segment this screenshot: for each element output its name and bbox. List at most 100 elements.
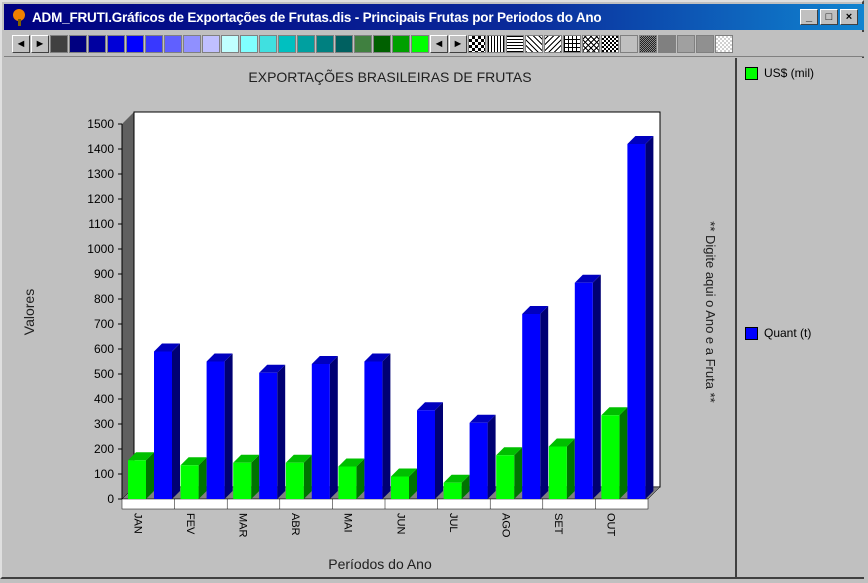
y-tick-label: 200	[94, 442, 114, 456]
x-tick-label: SET	[552, 513, 564, 535]
pattern-swatch-gray2[interactable]	[677, 35, 695, 53]
color-swatch[interactable]	[88, 35, 106, 53]
bar-top-usd	[443, 474, 470, 483]
bar-side-usd	[566, 438, 575, 499]
pattern-scroll-right-button[interactable]: ►	[449, 35, 467, 53]
bar-side-usd	[251, 454, 260, 499]
x-axis-label: Períodos do Ano	[328, 556, 432, 572]
bar-top-quant	[154, 343, 180, 352]
pattern-swatch-checker[interactable]	[468, 35, 486, 53]
bar-chart: 0 100 200 300 400 500 600 700 800 900 1000 1100 1200…	[21, 69, 718, 572]
x-tick-label: JUN	[394, 513, 406, 534]
bar-side-usd	[409, 468, 417, 499]
bar-side-quant	[382, 353, 391, 499]
close-button[interactable]: ×	[840, 9, 858, 25]
pattern-swatch-diag2[interactable]	[544, 35, 562, 53]
color-swatch[interactable]	[202, 35, 220, 53]
bar-side-usd	[146, 452, 154, 499]
pattern-swatch-diag[interactable]	[525, 35, 543, 53]
color-swatch[interactable]	[411, 35, 429, 53]
pattern-swatch-checker2[interactable]	[601, 35, 619, 53]
maximize-button[interactable]: □	[820, 9, 838, 25]
bar-quant	[206, 361, 225, 499]
color-swatch[interactable]	[164, 35, 182, 53]
color-swatch[interactable]	[278, 35, 296, 53]
x-tick-label: JUL	[447, 513, 459, 533]
y-tick-label: 1100	[88, 217, 114, 231]
color-swatch[interactable]	[50, 35, 68, 53]
legend-item-quant[interactable]: Quant (t)	[745, 326, 811, 340]
legend[interactable]: US$ (mil) Quant (t)	[735, 58, 866, 577]
bar-top-usd	[601, 407, 628, 416]
x-tick-label: MAI	[342, 513, 354, 533]
y-tick-label: 300	[94, 417, 114, 431]
color-swatch[interactable]	[297, 35, 315, 53]
bar-quant	[522, 314, 541, 499]
y-tick-label: 800	[94, 292, 114, 306]
bar-top-usd	[338, 458, 365, 467]
minimize-button[interactable]: _	[800, 9, 818, 25]
bar-usd	[128, 460, 146, 499]
bar-usd	[496, 455, 515, 499]
pattern-swatch-gray3[interactable]	[696, 35, 714, 53]
color-swatch[interactable]	[183, 35, 201, 53]
color-swatch[interactable]	[259, 35, 277, 53]
color-swatch[interactable]	[373, 35, 391, 53]
bar-top-quant	[364, 353, 391, 362]
color-swatch[interactable]	[240, 35, 258, 53]
y-tick-label: 700	[94, 317, 114, 331]
bar-side-quant	[224, 353, 233, 499]
y-tick-label: 1000	[87, 242, 114, 256]
pattern-swatch-dense[interactable]	[639, 35, 657, 53]
legend-item-usd[interactable]: US$ (mil)	[745, 66, 814, 80]
legend-label-usd: US$ (mil)	[764, 66, 814, 80]
bar-side-usd	[514, 447, 523, 499]
pattern-swatches	[468, 35, 734, 53]
title-bar[interactable]: ADM_FRUTI.Gráficos de Exportações de Fru…	[4, 4, 864, 30]
color-swatch[interactable]	[392, 35, 410, 53]
pattern-swatch-blank[interactable]	[620, 35, 638, 53]
bar-top-usd	[391, 468, 417, 477]
color-palette-toolbar: ◄ ► ◄ ►	[4, 32, 864, 57]
palette-scroll-right-button[interactable]: ►	[31, 35, 49, 53]
y-tick-label: 1200	[87, 192, 114, 206]
pattern-scroll-left-button[interactable]: ◄	[430, 35, 448, 53]
chart-area[interactable]: 0 100 200 300 400 500 600 700 800 900 1000 1100 1200…	[10, 62, 734, 577]
pattern-swatch-cross[interactable]	[582, 35, 600, 53]
y-tick-label: 100	[94, 467, 114, 481]
bar-quant	[311, 364, 330, 499]
bar-top-usd	[128, 452, 154, 461]
color-swatch[interactable]	[354, 35, 372, 53]
bar-top-usd	[180, 457, 207, 466]
pattern-swatch-hlines[interactable]	[506, 35, 524, 53]
bar-top-usd	[496, 447, 523, 456]
y-tick-label: 600	[94, 342, 114, 356]
color-swatch[interactable]	[107, 35, 125, 53]
window-title: ADM_FRUTI.Gráficos de Exportações de Fru…	[32, 9, 602, 25]
y-tick-label: 500	[94, 367, 114, 381]
bar-side-usd	[198, 457, 207, 499]
palette-scroll-left-button[interactable]: ◄	[12, 35, 30, 53]
color-swatch[interactable]	[145, 35, 163, 53]
bar-quant	[154, 351, 172, 499]
color-swatch[interactable]	[335, 35, 353, 53]
color-swatches	[50, 35, 430, 53]
bar-side-usd	[461, 474, 470, 499]
x-tick-label: JAN	[131, 513, 143, 534]
pattern-swatch-grid[interactable]	[563, 35, 581, 53]
pattern-swatch-gray1[interactable]	[658, 35, 676, 53]
pattern-swatch-light[interactable]	[715, 35, 733, 53]
bar-usd	[443, 482, 462, 499]
color-swatch[interactable]	[221, 35, 239, 53]
x-tick-label: OUT	[605, 513, 617, 537]
color-swatch[interactable]	[69, 35, 87, 53]
x-tick-label: FEV	[184, 513, 196, 535]
color-swatch[interactable]	[316, 35, 334, 53]
fruit-icon[interactable]	[10, 8, 28, 26]
bar-quant	[259, 372, 278, 499]
legend-label-quant: Quant (t)	[764, 326, 812, 340]
color-swatch[interactable]	[126, 35, 144, 53]
chart-left-wall	[122, 112, 134, 499]
pattern-swatch-vlines[interactable]	[487, 35, 505, 53]
bar-side-quant	[329, 356, 338, 499]
